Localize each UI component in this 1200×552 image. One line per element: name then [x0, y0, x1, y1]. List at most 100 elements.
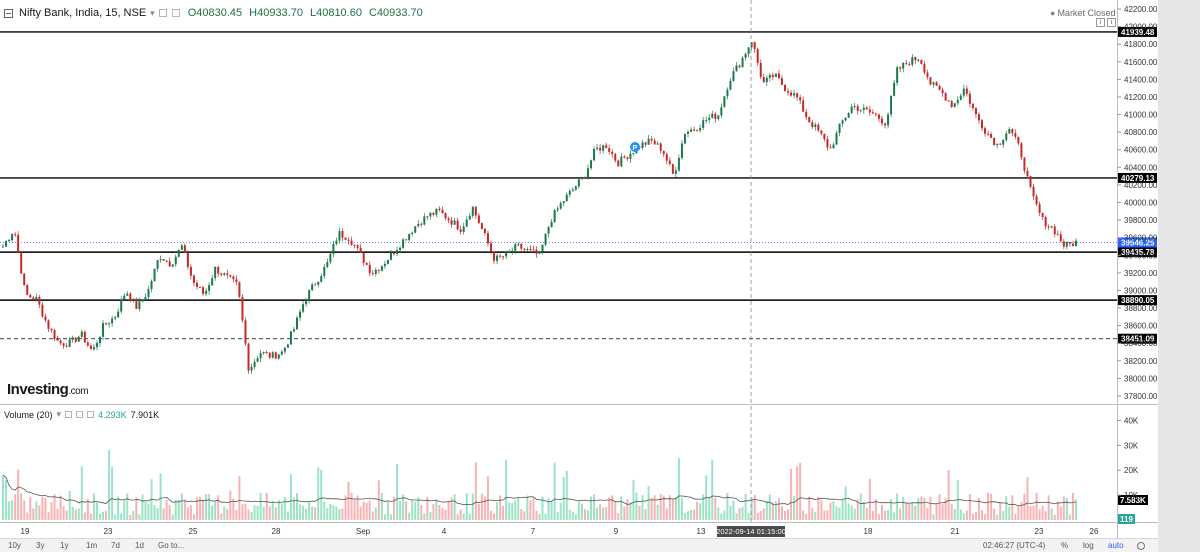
volume-bar: [938, 494, 941, 520]
volume-bar: [232, 498, 235, 520]
collapse-icon[interactable]: [4, 8, 13, 18]
volume-bar: [256, 506, 259, 520]
volume-bar: [923, 497, 926, 520]
maximize-icon[interactable]: i: [1107, 18, 1116, 27]
close-value: C40933.70: [368, 7, 423, 19]
candle-body: [205, 290, 208, 294]
volume-last-tag-label: 119: [1120, 515, 1133, 524]
candle-body: [332, 243, 335, 254]
candle-body: [765, 77, 768, 83]
volume-bars: 7.583K 119: [2, 449, 1148, 524]
price-tick-label: 38000.00: [1124, 374, 1158, 383]
volume-bar: [659, 493, 662, 520]
candle-body: [862, 107, 865, 110]
timeframe-button[interactable]: 1y: [60, 541, 69, 550]
candle-body: [941, 89, 944, 94]
chevron-down-icon[interactable]: ▾: [56, 409, 62, 419]
close-icon[interactable]: [87, 411, 95, 418]
candle-body: [644, 142, 647, 145]
eye-icon[interactable]: [65, 411, 73, 418]
volume-bar: [680, 497, 683, 520]
volume-bar: [877, 514, 880, 520]
eye-icon[interactable]: [158, 9, 167, 17]
volume-bar: [662, 495, 665, 520]
settings-icon[interactable]: [171, 9, 180, 17]
candle-body: [417, 223, 420, 227]
candle-body: [423, 216, 426, 225]
volume-bar: [32, 508, 35, 520]
volume-bar: [138, 514, 141, 520]
grid: [0, 0, 1158, 538]
volume-title[interactable]: Volume (20): [4, 409, 53, 420]
volume-bar: [1056, 501, 1059, 520]
timeframe-button[interactable]: Go to...: [158, 541, 185, 550]
status-dot-icon: ●: [1050, 8, 1056, 18]
candle-body: [805, 111, 808, 118]
candle-body: [1005, 133, 1008, 140]
volume-bar: [411, 499, 414, 520]
timeframe-button[interactable]: 10y: [8, 541, 21, 550]
level-price-tag: [1118, 26, 1157, 37]
volume-bar: [250, 512, 253, 520]
candle-body: [726, 89, 729, 97]
candle-body: [1062, 241, 1065, 247]
time-tick-label: 25: [189, 527, 198, 536]
timeframe-button[interactable]: 3y: [36, 541, 45, 550]
time-tick-label: 19: [21, 527, 30, 536]
timeframe-button[interactable]: 1d: [135, 541, 144, 550]
volume-bar: [926, 507, 929, 520]
volume-bar: [599, 504, 602, 520]
volume-bar: [286, 511, 289, 520]
candle-body: [656, 143, 659, 145]
candle-body: [1026, 170, 1029, 177]
log-toggle[interactable]: log: [1083, 541, 1094, 550]
symbol-title[interactable]: Nifty Bank, India, 15, NSE: [19, 7, 147, 19]
volume-bar: [811, 507, 814, 520]
timeframe-button[interactable]: 7d: [111, 541, 120, 550]
volume-bar: [362, 501, 365, 520]
percent-toggle[interactable]: %: [1061, 541, 1069, 550]
volume-bar: [568, 509, 571, 520]
volume-bar: [162, 508, 165, 520]
candle-body: [277, 354, 280, 359]
volume-bar: [350, 492, 353, 520]
candle-body: [793, 93, 796, 96]
candle-body: [950, 100, 953, 107]
volume-bar: [526, 495, 529, 520]
timeframe-button[interactable]: 1m: [86, 541, 98, 550]
auto-toggle[interactable]: auto: [1108, 541, 1124, 550]
volume-bar: [629, 502, 632, 520]
candle-body: [23, 273, 26, 286]
settings-icon[interactable]: [76, 411, 84, 418]
candle-body: [574, 186, 577, 190]
candle-body: [435, 208, 438, 215]
gear-icon[interactable]: [1137, 542, 1145, 550]
volume-bar: [174, 499, 177, 520]
info-icon[interactable]: i: [1096, 18, 1105, 27]
price-chart[interactable]: 41939.48 40279.13 39435.78 38890.05 38451.09…: [0, 0, 1158, 552]
candle-body: [1008, 129, 1011, 134]
volume-bar: [435, 500, 438, 520]
volume-bar: [920, 496, 923, 520]
volume-bar: [708, 497, 711, 520]
volume-bar: [620, 496, 623, 520]
volume-bar: [553, 462, 556, 520]
candle-body: [165, 260, 168, 262]
volume-bar: [493, 513, 496, 520]
volume-bar: [86, 498, 89, 520]
volume-bar: [559, 502, 562, 520]
candle-body: [453, 220, 456, 225]
volume-bar: [120, 513, 123, 520]
chevron-down-icon[interactable]: ▾: [150, 7, 155, 18]
level-price-tag-label: 39435.78: [1121, 248, 1155, 257]
volume-bar: [999, 502, 1002, 520]
candle-body: [817, 124, 820, 131]
candle-body: [1059, 234, 1062, 242]
candle-body: [429, 212, 432, 217]
volume-bar: [486, 476, 489, 520]
volume-bar: [499, 495, 502, 520]
volume-bar: [41, 496, 44, 520]
candle-body: [550, 221, 553, 228]
candle-body: [499, 255, 502, 257]
chart-frame[interactable]: 41939.48 40279.13 39435.78 38890.05 38451.09…: [0, 0, 1158, 552]
